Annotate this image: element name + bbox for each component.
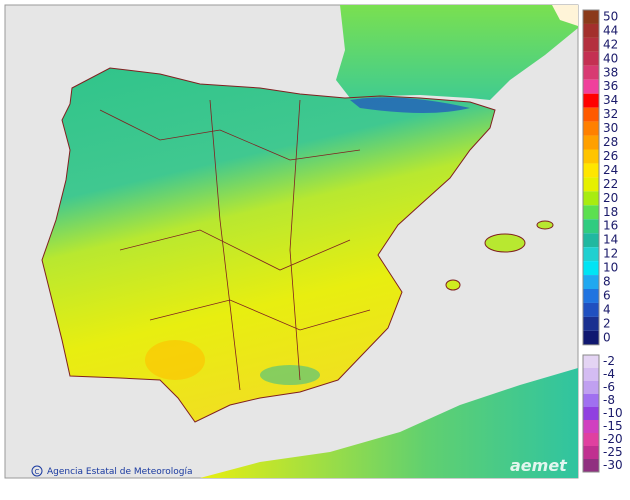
legend-label: 12 [603, 247, 618, 261]
credit-icon-c: C [35, 468, 40, 476]
legend-swatch [583, 219, 599, 234]
france [336, 5, 578, 100]
legend-label: -10 [603, 406, 623, 420]
legend-label: 26 [603, 149, 618, 163]
sierra [260, 365, 320, 385]
legend-swatch [583, 107, 599, 122]
legend-swatch [583, 261, 599, 276]
legend-swatch [583, 289, 599, 303]
legend-label: 0 [603, 330, 611, 344]
legend-swatch [583, 420, 599, 433]
legend-frame [582, 354, 600, 473]
legend-label: 18 [603, 205, 618, 219]
legend-label: -2 [603, 354, 615, 368]
credit-icon [31, 465, 43, 477]
legend-label: 4 [603, 302, 611, 316]
legend-label: -20 [603, 432, 623, 446]
legend-swatch [583, 205, 599, 220]
legend-swatch [583, 79, 599, 94]
legend-swatch [583, 37, 599, 52]
menorca [536, 220, 554, 230]
mallorca [484, 233, 526, 253]
legend-swatch [583, 233, 599, 248]
legend-label: 34 [603, 93, 618, 107]
pyrenees [350, 97, 470, 113]
legend-swatch [583, 330, 599, 345]
legend-label: -4 [603, 367, 615, 381]
legend-swatch [583, 394, 599, 407]
legend-swatch [583, 23, 599, 38]
borders [99, 99, 371, 391]
legend-swatch [583, 121, 599, 136]
legend-swatch [583, 177, 599, 192]
hot-area [145, 340, 205, 380]
legend-label: 32 [603, 107, 618, 121]
legend-swatch [583, 163, 599, 178]
legend-label: 38 [603, 65, 618, 79]
ibiza [445, 279, 461, 291]
legend-swatch [583, 10, 599, 24]
legend-swatch [583, 135, 599, 150]
legend-label: -6 [603, 380, 615, 394]
africa [200, 368, 578, 478]
legend-swatch [583, 149, 599, 164]
legend-swatch [583, 316, 599, 331]
legend-swatch [583, 65, 599, 80]
legend-label: -15 [603, 419, 623, 433]
legend-label: 42 [603, 37, 618, 51]
legend-label: -30 [603, 458, 623, 472]
legend-label: 8 [603, 275, 611, 289]
legend-label: 16 [603, 219, 618, 233]
legend-swatch [583, 433, 599, 446]
logo: aemet [510, 456, 568, 475]
legend-label: 6 [603, 288, 611, 302]
legend-swatch [583, 407, 599, 420]
legend-swatch [583, 302, 599, 317]
legend-label: 28 [603, 135, 618, 149]
legend-label: 40 [603, 51, 618, 65]
legend-swatch [583, 51, 599, 66]
legend-label: 2 [603, 316, 611, 330]
legend-swatch [583, 191, 599, 206]
legend-label: -25 [603, 445, 623, 459]
legend-label: 10 [603, 261, 618, 275]
legend-swatch [583, 355, 599, 368]
credit: Agencia Estatal de Meteorología [47, 467, 193, 477]
legend-swatch [583, 368, 599, 381]
legend-label: 22 [603, 177, 618, 191]
legend-label: 24 [603, 163, 618, 177]
legend-label: 50 [603, 9, 618, 23]
legend-label: 30 [603, 121, 618, 135]
legend-label: 20 [603, 191, 618, 205]
map: C Agencia Estatal de Meteorología aemet [4, 4, 579, 479]
legend-label: 36 [603, 79, 618, 93]
legend-frame [582, 9, 600, 346]
legend: 5044424038363432302826242220181614121086… [582, 9, 623, 473]
iberia [41, 67, 496, 423]
legend-label: 14 [603, 233, 618, 247]
legend-swatch [583, 446, 599, 459]
legend-label: 44 [603, 23, 618, 37]
legend-label: -8 [603, 393, 615, 407]
legend-swatch [583, 381, 599, 394]
legend-swatch [583, 247, 599, 262]
legend-swatch [583, 275, 599, 289]
france-edge [552, 5, 578, 26]
legend-swatch [583, 459, 599, 472]
legend-swatch [583, 93, 599, 108]
